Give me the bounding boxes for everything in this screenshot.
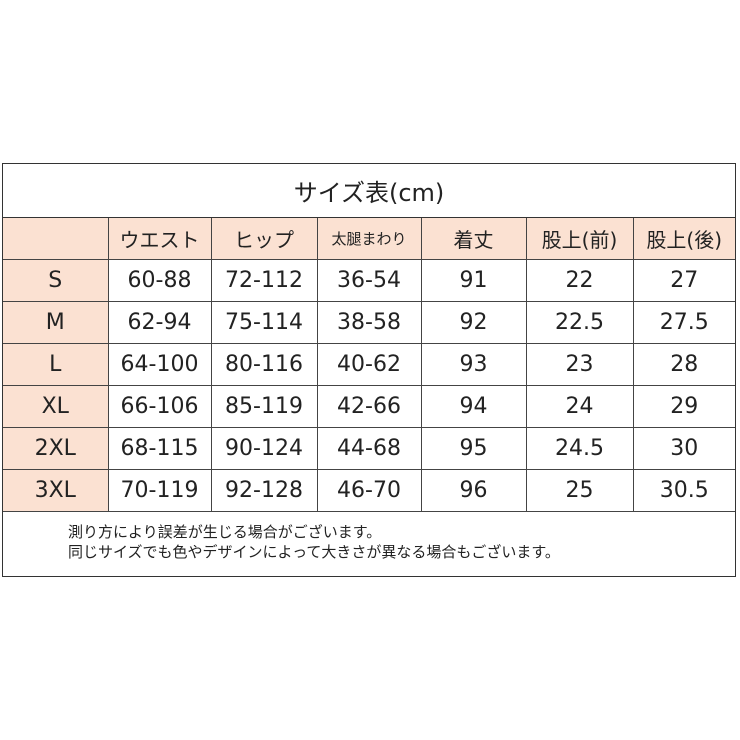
table-cell: 80-116 [210, 343, 318, 386]
table-cell: 93 [420, 343, 527, 386]
table-cell: 24 [525, 385, 634, 428]
column-header: 股上(前) [525, 218, 634, 260]
table-cell: 40-62 [316, 343, 422, 386]
size-label: S [3, 259, 109, 302]
table-row: XL 66-106 85-119 42-66 94 24 29 [3, 385, 735, 428]
table-cell: 66-106 [107, 385, 212, 428]
column-header [3, 218, 109, 260]
table-cell: 92 [420, 301, 527, 344]
table-cell: 90-124 [210, 427, 318, 470]
size-label: 2XL [3, 427, 109, 470]
table-cell: 29 [632, 385, 735, 428]
table-cell: 36-54 [316, 259, 422, 302]
table-cell: 75-114 [210, 301, 318, 344]
table-cell: 24.5 [525, 427, 634, 470]
notes: 測り方により誤差が生じる場合がございます。 同じサイズでも色やデザインによって大… [3, 512, 735, 562]
header-row: ウエスト ヒップ 太腿まわり 着丈 股上(前) 股上(後) [3, 218, 735, 260]
table-row: M 62-94 75-114 38-58 92 22.5 27.5 [3, 301, 735, 344]
size-label: L [3, 343, 109, 386]
size-label: XL [3, 385, 109, 428]
chart-title: サイズ表(cm) [3, 164, 735, 218]
size-chart: サイズ表(cm) ウエスト ヒップ 太腿まわり 着丈 股上(前) 股上(後) S 60-88 7… [2, 163, 736, 577]
table-cell: 27.5 [632, 301, 735, 344]
column-header: ウエスト [107, 218, 212, 260]
table-cell: 25 [525, 469, 634, 512]
table-cell: 92-128 [210, 469, 318, 512]
table-cell: 22 [525, 259, 634, 302]
table-cell: 46-70 [316, 469, 422, 512]
table-cell: 28 [632, 343, 735, 386]
table-cell: 22.5 [525, 301, 634, 344]
table-cell: 30.5 [632, 469, 735, 512]
table-cell: 96 [420, 469, 527, 512]
table-cell: 27 [632, 259, 735, 302]
column-header: 太腿まわり [316, 218, 422, 260]
table-cell: 91 [420, 259, 527, 302]
table-row: 3XL 70-119 92-128 46-70 96 25 30.5 [3, 469, 735, 512]
size-label: M [3, 301, 109, 344]
note: 同じサイズでも色やデザインによって大きさが異なる場合もございます。 [68, 543, 560, 561]
size-label: 3XL [3, 469, 109, 512]
table-cell: 72-112 [210, 259, 318, 302]
table-cell: 95 [420, 427, 527, 470]
table-cell: 38-58 [316, 301, 422, 344]
table-cell: 64-100 [107, 343, 212, 386]
note: 測り方により誤差が生じる場合がございます。 [68, 523, 382, 541]
table-cell: 62-94 [107, 301, 212, 344]
table-cell: 94 [420, 385, 527, 428]
column-header: 股上(後) [632, 218, 735, 260]
table-cell: 44-68 [316, 427, 422, 470]
column-header: 着丈 [420, 218, 527, 260]
table-cell: 23 [525, 343, 634, 386]
table-cell: 42-66 [316, 385, 422, 428]
table-cell: 60-88 [107, 259, 212, 302]
table-row: 2XL 68-115 90-124 44-68 95 24.5 30 [3, 427, 735, 470]
column-header: ヒップ [210, 218, 318, 260]
table-row: L 64-100 80-116 40-62 93 23 28 [3, 343, 735, 386]
table-cell: 70-119 [107, 469, 212, 512]
table-cell: 68-115 [107, 427, 212, 470]
size-table: ウエスト ヒップ 太腿まわり 着丈 股上(前) 股上(後) S 60-88 72-112 36-5… [3, 218, 735, 512]
table-cell: 30 [632, 427, 735, 470]
table-row: S 60-88 72-112 36-54 91 22 27 [3, 259, 735, 302]
table-cell: 85-119 [210, 385, 318, 428]
